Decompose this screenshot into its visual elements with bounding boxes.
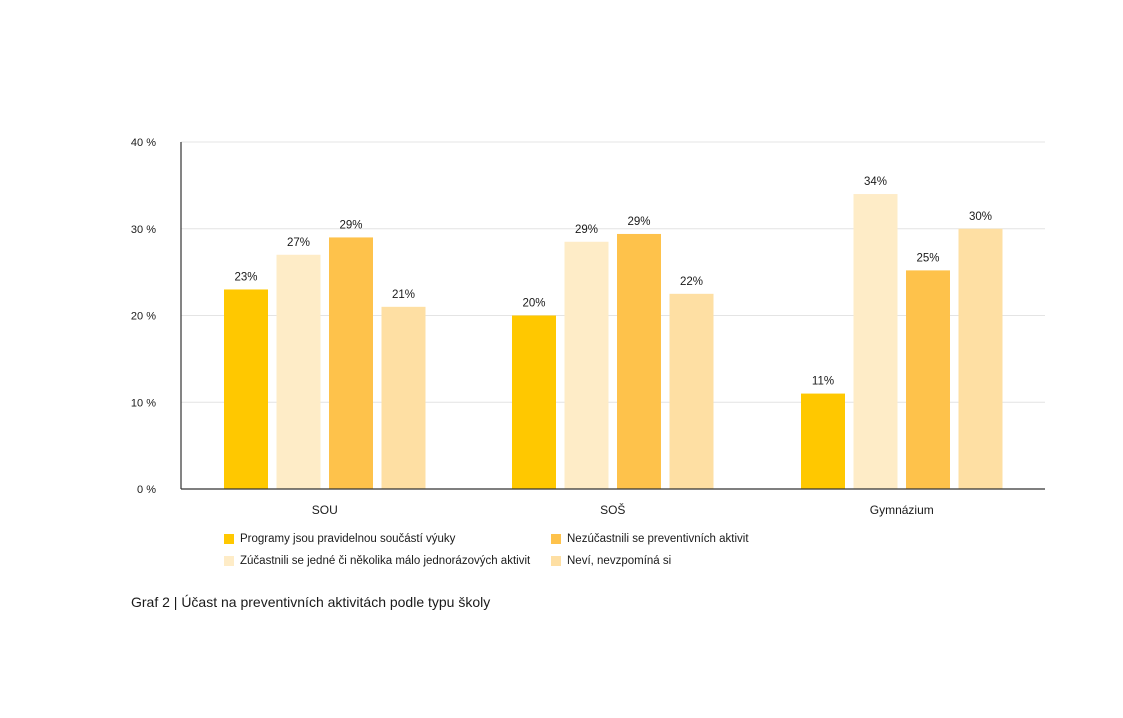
legend-swatch-series-4: [551, 556, 561, 566]
legend-label-series-3: Nezúčastnili se preventivních aktivit: [567, 533, 749, 545]
legend: Programy jsou pravidelnou součástí výuky…: [224, 533, 824, 575]
x-category-label: SOŠ: [600, 502, 625, 517]
bar-1-1: [224, 289, 268, 489]
legend-swatch-series-3: [551, 534, 561, 544]
legend-label-series-4: Neví, nevzpomíná si: [567, 555, 672, 567]
data-labels: 23% 27% 29% 21% 20% 29% 29% 22% 11% 34% 25% 30%: [234, 176, 992, 388]
data-label: 29%: [339, 219, 362, 231]
data-label: 30%: [969, 211, 992, 223]
y-tick-label: 30 %: [131, 224, 156, 236]
legend-label-series-1: Programy jsou pravidelnou součástí výuky: [240, 533, 456, 545]
bar-3-1: [329, 237, 373, 489]
data-label: 27%: [287, 237, 310, 249]
data-label: 22%: [680, 276, 703, 288]
bar-2-3: [853, 194, 898, 490]
x-category-label: SOU: [312, 503, 338, 517]
y-tick-label: 0 %: [137, 484, 156, 496]
data-label: 29%: [575, 224, 598, 236]
legend-label-series-2: Zúčastnili se jedné či několika málo jed…: [240, 555, 531, 567]
data-label: 23%: [234, 271, 257, 283]
data-label: 21%: [392, 289, 415, 301]
gridlines: [181, 141, 1045, 403]
bar-3-2: [617, 233, 661, 489]
data-label: 20%: [522, 298, 545, 310]
bar-4-2: [669, 293, 714, 489]
y-tick-label: 40 %: [131, 137, 156, 149]
axes: 0 % 10 % 20 % 30 % 40 % SOU SOŠ Gymnázium: [131, 137, 1045, 517]
data-label: 11%: [812, 376, 834, 388]
bar-1-3: [801, 393, 845, 489]
legend-item-series-2: Zúčastnili se jedné či několika málo jed…: [224, 555, 530, 567]
y-tick-label: 10 %: [131, 397, 156, 409]
legend-swatch-series-1: [224, 534, 234, 544]
bar-4-1: [381, 306, 426, 489]
bar-2-2: [564, 241, 609, 489]
data-label: 29%: [627, 216, 650, 228]
bar-4-3: [958, 228, 1003, 489]
legend-item-series-4: Neví, nevzpomíná si: [551, 555, 671, 567]
bar-2-1: [276, 254, 321, 489]
bar-1-2: [512, 315, 556, 489]
bars: [224, 194, 1003, 490]
x-category-label: Gymnázium: [870, 503, 934, 517]
y-tick-label: 20 %: [131, 311, 156, 323]
legend-item-series-1: Programy jsou pravidelnou součástí výuky: [224, 533, 455, 545]
chart-caption: Graf 2 | Účast na preventivních aktivitá…: [131, 594, 491, 610]
data-label: 25%: [916, 252, 939, 264]
data-label: 34%: [864, 176, 887, 188]
bar-3-3: [906, 270, 950, 489]
legend-item-series-3: Nezúčastnili se preventivních aktivit: [551, 533, 749, 545]
legend-swatch-series-2: [224, 556, 234, 566]
